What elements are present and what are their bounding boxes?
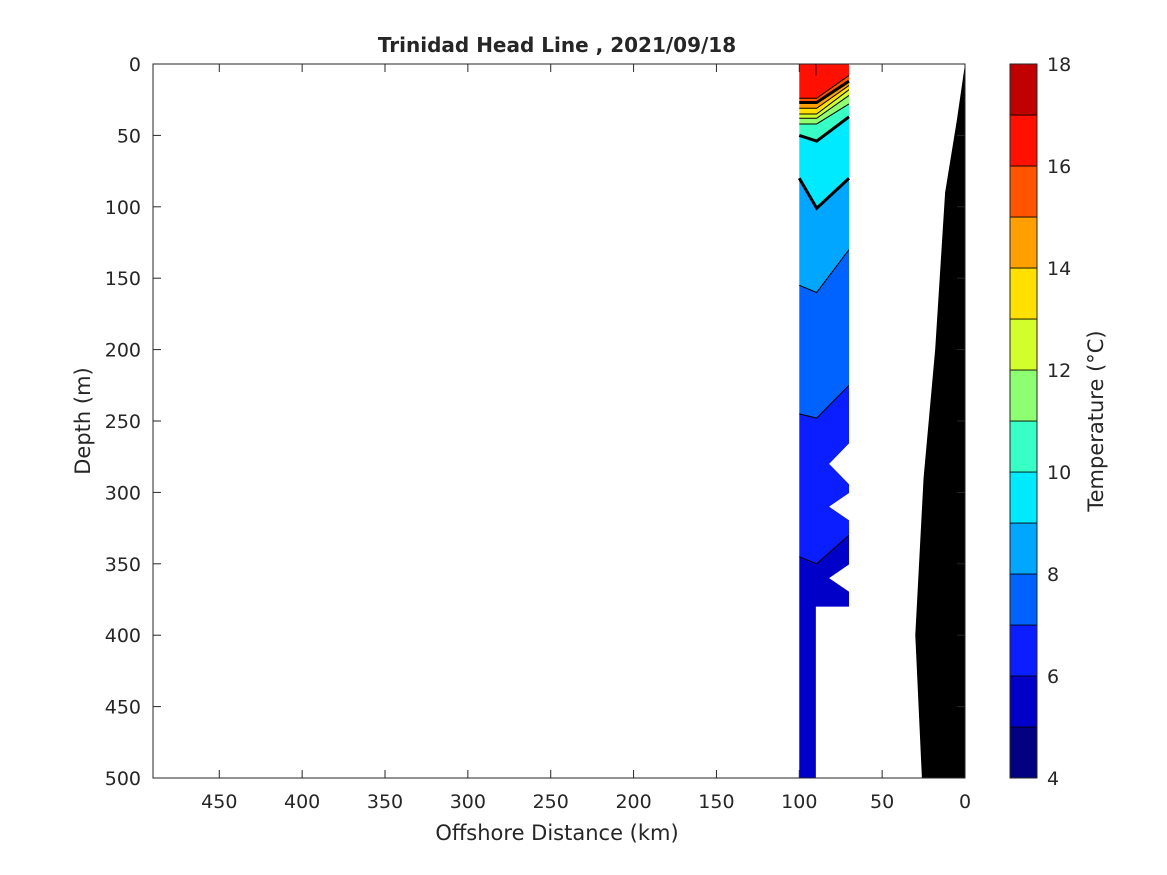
colorbar-tick-label: 8 <box>1047 564 1059 586</box>
colorbar-level <box>1009 114 1038 167</box>
y-tick-label: 0 <box>129 54 141 76</box>
y-tick-label: 500 <box>105 768 141 790</box>
x-tick-label: 400 <box>284 791 320 813</box>
isotherm-line <box>799 103 850 125</box>
x-tick-label: 300 <box>450 791 486 813</box>
colorbar-tick-label: 12 <box>1047 360 1071 382</box>
y-tick-label: 200 <box>105 340 141 362</box>
isotherm-line <box>799 384 850 419</box>
isotherm-line <box>799 95 850 119</box>
temperature-band <box>799 178 849 293</box>
section-notches <box>815 442 850 778</box>
colorbar-level <box>1009 267 1038 320</box>
y-axis-label: Depth (m) <box>71 367 95 474</box>
chart-title: Trinidad Head Line , 2021/09/18 <box>378 33 736 57</box>
temperature-band <box>799 249 849 419</box>
x-tick-label: 200 <box>615 791 651 813</box>
x-axis-label: Offshore Distance (km) <box>435 821 678 845</box>
colorbar-level <box>1009 573 1038 626</box>
colorbar-level <box>1009 522 1038 575</box>
y-axis-ticks: 0 50 100 150 200 250 300 350 400 450 500 <box>105 54 965 790</box>
colorbar-level <box>1009 675 1038 728</box>
colorbar-tick-label: 16 <box>1047 156 1071 178</box>
x-tick-label: 450 <box>201 791 237 813</box>
contour-lines <box>797 64 851 565</box>
y-tick-label: 300 <box>105 482 141 504</box>
data-gap <box>829 563 850 593</box>
data-gap <box>829 492 850 521</box>
colorbar-tick-label: 14 <box>1047 258 1071 280</box>
isotherm-line <box>799 85 850 109</box>
colorbar-ticks: 4 6 8 10 12 14 16 18 <box>1047 54 1071 790</box>
isotherm-line <box>799 534 850 565</box>
x-tick-label: 150 <box>698 791 734 813</box>
x-tick-label: 100 <box>781 791 817 813</box>
data-gap <box>815 606 850 778</box>
x-tick-label: 250 <box>533 791 569 813</box>
colorbar-level <box>1009 165 1038 218</box>
colorbar-level <box>1009 318 1038 371</box>
colorbar <box>1009 63 1038 779</box>
temperature-band <box>799 103 849 142</box>
isotherm-line <box>798 115 850 143</box>
colorbar-label: Temperature (°C) <box>1084 330 1108 512</box>
x-tick-label: 50 <box>870 791 894 813</box>
x-tick-label: 0 <box>959 791 971 813</box>
y-tick-label: 400 <box>105 625 141 647</box>
colorbar-tick-label: 10 <box>1047 462 1071 484</box>
y-tick-label: 250 <box>105 411 141 433</box>
colorbar-tick-label: 6 <box>1047 666 1059 688</box>
y-tick-label: 50 <box>117 125 141 147</box>
isotherm-line <box>799 89 850 115</box>
colorbar-level <box>1009 471 1038 524</box>
bathymetry-seafloor <box>915 64 965 778</box>
temperature-band <box>799 64 849 99</box>
isotherm-line <box>799 75 850 99</box>
colorbar-level <box>1009 420 1038 473</box>
y-tick-label: 150 <box>105 268 141 290</box>
colorbar-level <box>1009 726 1038 779</box>
temperature-band <box>799 385 849 564</box>
y-tick-label: 100 <box>105 197 141 219</box>
isotherm-line <box>797 177 851 211</box>
colorbar-tick-label: 4 <box>1047 768 1059 790</box>
x-axis-ticks: 450 400 350 300 250 200 150 100 50 0 <box>201 64 971 813</box>
x-tick-label: 350 <box>367 791 403 813</box>
colorbar-frame <box>1009 63 1038 779</box>
isotherm-line <box>799 79 850 105</box>
y-tick-label: 450 <box>105 697 141 719</box>
colorbar-level <box>1009 624 1038 677</box>
colorbar-level <box>1009 63 1038 116</box>
y-tick-label: 350 <box>105 554 141 576</box>
colorbar-tick-label: 18 <box>1047 54 1071 76</box>
isotherm-line <box>799 249 850 294</box>
plot-area <box>797 64 965 778</box>
colorbar-level <box>1009 369 1038 422</box>
colorbar-level <box>1009 216 1038 269</box>
data-gap <box>829 442 850 486</box>
